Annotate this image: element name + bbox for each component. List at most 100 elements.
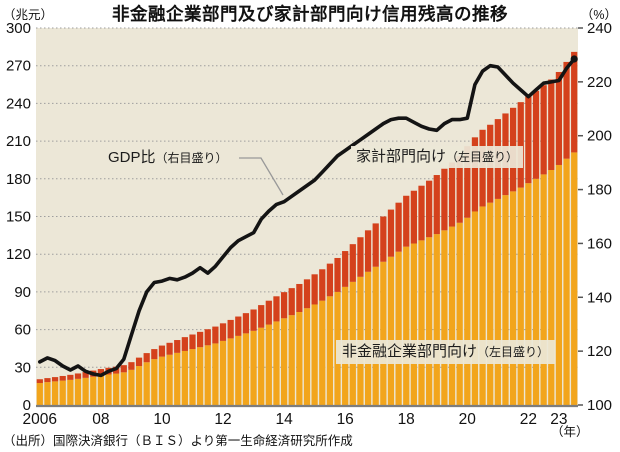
bar-corporate	[235, 335, 242, 405]
left-axis-tick-label: 60	[14, 322, 31, 339]
bar-corporate	[59, 380, 66, 405]
bar-corporate	[395, 251, 402, 405]
bar-household	[273, 296, 280, 322]
x-axis-tick-label: 16	[337, 411, 354, 428]
bar-corporate	[189, 349, 196, 405]
bar-corporate	[448, 226, 456, 405]
bar-household	[97, 369, 104, 376]
household-series-label-note: （左目盛り）	[446, 150, 519, 164]
left-axis-tick-label: 120	[6, 246, 31, 263]
bar-corporate	[426, 237, 433, 405]
gdp-label-leader-line	[239, 157, 284, 196]
gdp-line-label: GDP比（右目盛り）	[108, 149, 228, 167]
bar-household	[189, 334, 196, 350]
household-series-label-text: 家計部門向け	[356, 148, 447, 165]
bar-household	[227, 319, 234, 339]
bar-household	[403, 195, 410, 247]
bar-household	[548, 79, 555, 170]
right-axis-tick-label: 200	[587, 128, 612, 145]
bar-corporate	[105, 374, 112, 405]
x-axis-unit: （年）	[551, 425, 589, 439]
source-note: （出所）国際決済銀行（ＢＩＳ）より第一生命経済研究所作成	[3, 434, 353, 448]
right-axis-unit: （%）	[580, 8, 617, 22]
gdp-line-label-note: （右目盛り）	[155, 151, 228, 165]
bar-corporate	[143, 362, 150, 405]
bar-household	[158, 345, 166, 357]
bar-household	[410, 190, 417, 244]
bar-corporate	[571, 152, 578, 405]
gdp-line-end-marker	[570, 55, 578, 63]
right-axis-tick-label: 180	[587, 182, 612, 199]
bar-household	[74, 373, 82, 379]
bar-corporate	[441, 230, 448, 405]
bar-corporate	[258, 327, 265, 405]
bar-household	[204, 329, 211, 346]
bar-corporate	[403, 246, 410, 405]
bar-corporate	[319, 300, 326, 405]
bar-corporate	[74, 378, 82, 405]
bar-corporate	[280, 318, 288, 405]
bar-corporate	[97, 375, 104, 405]
bar-household	[418, 185, 425, 241]
left-axis-tick-label: 240	[6, 95, 31, 112]
bar-household	[448, 162, 456, 227]
bar-corporate	[36, 383, 43, 405]
bar-household	[303, 279, 311, 309]
bar-household	[128, 362, 135, 370]
bar-corporate	[273, 321, 280, 405]
bar-household	[265, 300, 272, 325]
bar-household	[380, 216, 387, 262]
bar-corporate	[532, 178, 540, 405]
bar-household	[181, 337, 188, 351]
bar-corporate	[471, 211, 479, 405]
bar-household	[364, 230, 372, 272]
bar-corporate	[548, 170, 555, 405]
bar-corporate	[151, 359, 158, 405]
bar-household	[372, 223, 379, 267]
bar-household	[326, 263, 334, 297]
bar-corporate	[82, 377, 89, 405]
bar-household	[258, 305, 265, 328]
bar-household	[532, 90, 540, 179]
bar-household	[219, 323, 227, 341]
bar-household	[120, 365, 127, 373]
x-axis-tick-label: 08	[92, 411, 109, 428]
bar-corporate	[250, 330, 257, 405]
bar-corporate	[410, 243, 417, 405]
x-axis-tick-label: 10	[153, 411, 171, 428]
bar-corporate	[372, 266, 379, 405]
bar-corporate	[174, 352, 181, 405]
left-axis-tick-label: 300	[6, 20, 31, 37]
bar-household	[280, 292, 288, 319]
bar-corporate	[90, 376, 97, 405]
bar-corporate	[418, 240, 425, 405]
right-axis-tick-label: 120	[587, 343, 612, 360]
bar-household	[174, 340, 181, 353]
bar-household	[235, 316, 242, 336]
bar-household	[426, 180, 433, 238]
bar-household	[357, 237, 364, 277]
bar-household	[540, 85, 547, 175]
bar-corporate	[479, 206, 486, 405]
right-axis-tick-label: 140	[587, 289, 612, 306]
bar-corporate	[158, 356, 166, 405]
right-axis-tick-label: 240	[587, 20, 612, 37]
bar-corporate	[204, 345, 211, 405]
bar-corporate	[219, 340, 227, 405]
bar-corporate	[113, 373, 120, 405]
bar-corporate	[555, 164, 563, 405]
bar-corporate	[227, 338, 234, 405]
bar-household	[471, 137, 479, 212]
bar-household	[166, 342, 173, 355]
left-axis-tick-label: 180	[6, 171, 31, 188]
bar-corporate	[540, 174, 547, 405]
bar-corporate	[288, 315, 295, 405]
gdp-ratio-line	[37, 57, 577, 378]
bar-corporate	[510, 191, 517, 405]
bar-corporate	[181, 350, 188, 405]
x-axis-tick-label: 2006	[23, 411, 57, 428]
bar-corporate	[487, 202, 494, 405]
bar-household	[387, 209, 395, 257]
bar-corporate	[120, 372, 127, 405]
